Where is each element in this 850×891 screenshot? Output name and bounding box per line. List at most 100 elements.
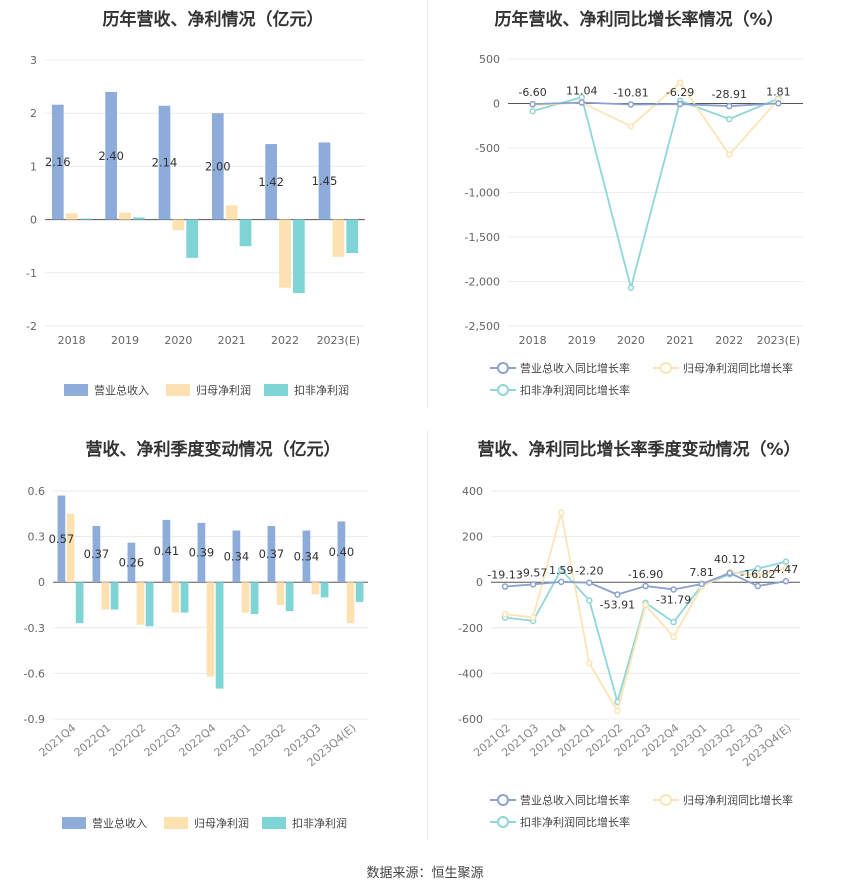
x-tick-label: 2018 <box>58 334 86 347</box>
annual-growth-rate-chart: 500 0 -500 -1,000 -1,500 -2,000 -2,500 -6.60 11.… <box>465 53 803 397</box>
x-tick-label: 2023Q2 <box>247 721 289 759</box>
series-point <box>726 102 733 110</box>
bar <box>171 582 180 613</box>
x-tick-label: 2022Q4 <box>177 721 219 759</box>
series-point <box>586 579 593 586</box>
legend-swatch-marker <box>497 362 509 374</box>
legend-swatch-marker <box>660 362 672 374</box>
legend-label: 归母净利润 <box>196 383 251 397</box>
x-tick-label: 2022 <box>715 334 743 347</box>
y-tick-label: -500 <box>475 142 500 155</box>
series-point <box>726 569 734 577</box>
bar <box>302 530 311 583</box>
bar <box>215 582 224 689</box>
bar <box>206 582 215 677</box>
x-tick-label: 2023(E) <box>757 334 801 347</box>
data-label: 0.39 <box>189 546 215 560</box>
data-label: -28.91 <box>712 88 747 101</box>
data-label: 7.81 <box>689 566 714 579</box>
bar <box>162 519 171 583</box>
bar <box>279 219 291 288</box>
bar <box>332 219 345 257</box>
bar <box>241 582 250 613</box>
data-label: -6.60 <box>518 86 546 99</box>
quarterly-revenue-profit-chart: 0.6 0.3 0 -0.3 -0.6 -0.9 0.57 0.37 0.26 0.41 0.39 0… <box>24 485 368 830</box>
bar <box>265 144 277 220</box>
y-tick-label: 0.6 <box>28 485 46 498</box>
y-tick-label: -400 <box>458 667 483 680</box>
data-label: 2.14 <box>152 156 178 170</box>
y-tick-label: 3 <box>30 54 37 67</box>
y-tick-label: 2 <box>30 107 37 120</box>
legend-swatch-marker <box>497 384 509 396</box>
series-point <box>698 580 705 588</box>
series-point <box>670 618 677 626</box>
data-label: 0.41 <box>154 544 180 558</box>
chart-title: 历年营收、净利情况（亿元） <box>102 10 324 30</box>
chart-title: 历年营收、净利同比增长率情况（%） <box>494 10 784 30</box>
legend-label: 营业总收入 <box>94 383 149 397</box>
bar <box>127 542 136 583</box>
series-point <box>557 509 565 516</box>
legend-label: 扣非净利润 <box>292 816 347 830</box>
series-point <box>614 707 621 715</box>
data-label: 0.26 <box>119 555 145 569</box>
data-label: 0.37 <box>84 547 110 561</box>
series-point <box>775 100 782 107</box>
legend-swatch-marker <box>660 794 672 806</box>
bar <box>133 217 145 220</box>
y-tick-label: -2,000 <box>465 276 500 289</box>
bar <box>110 582 119 610</box>
bar <box>239 219 252 247</box>
bar <box>267 525 276 583</box>
legend-swatch-marker <box>497 816 509 828</box>
y-tick-label: -1,000 <box>465 187 500 200</box>
series-point <box>586 659 593 667</box>
y-tick-label: -200 <box>458 622 483 635</box>
data-label: 1.45 <box>312 174 338 188</box>
bar <box>65 213 78 220</box>
data-label: 2.40 <box>98 149 124 163</box>
bar <box>145 582 154 627</box>
series-point <box>642 601 649 609</box>
series-point <box>614 591 621 598</box>
series-point <box>586 597 593 604</box>
series-point <box>782 565 790 572</box>
series-point <box>578 99 585 106</box>
bar <box>276 582 285 605</box>
data-source-note: 数据来源：恒生聚源 <box>366 866 484 881</box>
series-point <box>529 614 537 621</box>
series-point <box>726 151 733 158</box>
y-tick-label: -1,500 <box>465 231 500 244</box>
quarterly-growth-rate-chart: 400 200 0 -200 -400 -600 -19.13-9.57 1.59 -2.20 -… <box>458 485 800 829</box>
x-tick-label: 2022Q2 <box>107 721 149 759</box>
bar <box>211 113 224 220</box>
legend-swatch-marker <box>497 794 509 806</box>
data-label: 4.47 <box>774 563 799 576</box>
bar <box>355 582 364 602</box>
series-point <box>529 581 537 588</box>
y-tick-label: -600 <box>458 713 483 726</box>
bar <box>51 104 64 220</box>
legend-label: 营业总收入同比增长率 <box>520 361 630 375</box>
series-point <box>782 558 790 565</box>
series-point <box>754 565 762 572</box>
series-point <box>627 284 635 291</box>
data-label: 11.04 <box>566 85 598 98</box>
y-tick-label: 0.3 <box>28 531 46 544</box>
legend-swatch <box>264 384 288 396</box>
y-tick-label: 200 <box>462 531 483 544</box>
bar <box>293 219 305 294</box>
x-tick-label: 2021Q4 <box>37 721 79 759</box>
vertical-divider <box>427 0 428 408</box>
legend-swatch <box>64 384 88 396</box>
y-tick-label: -1 <box>26 267 37 280</box>
x-tick-label: 2022 <box>271 334 299 347</box>
series-point <box>754 582 762 590</box>
bar <box>105 91 117 220</box>
y-tick-label: 500 <box>479 53 500 66</box>
series-point <box>501 583 509 590</box>
legend-swatch <box>164 817 188 829</box>
bar <box>250 582 259 615</box>
x-tick-label: 2019 <box>568 334 596 347</box>
